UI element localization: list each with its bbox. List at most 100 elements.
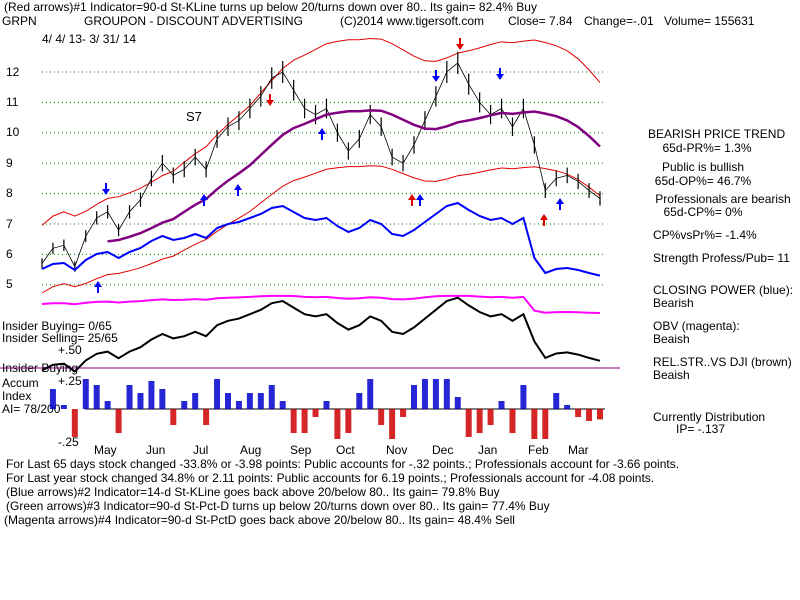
accum-plus50-label: +.50 xyxy=(58,343,82,357)
relstr-label: REL.STR..VS DJI (brown) xyxy=(653,355,792,369)
arrow-head xyxy=(408,194,416,200)
accum-bar xyxy=(465,409,472,437)
up-arrow-icon xyxy=(408,194,416,206)
arrow-head xyxy=(318,128,326,134)
accum-bar xyxy=(378,409,385,425)
accum-bar xyxy=(290,409,297,433)
price-line xyxy=(41,62,601,268)
accum-bar xyxy=(71,409,78,437)
price-tick: 7 xyxy=(6,217,13,231)
professionals-status: Professionals are bearish xyxy=(655,192,791,206)
accum-bar xyxy=(476,409,483,433)
accum-bar xyxy=(400,409,407,417)
lower-band-line xyxy=(41,165,601,294)
accum-minus25-label: -.25 xyxy=(58,435,79,449)
accum-bar xyxy=(235,401,242,409)
close-value: Close= 7.84 xyxy=(508,14,573,28)
up-arrow-icon xyxy=(94,281,102,293)
accum-bar xyxy=(93,385,100,409)
chart-title: GROUPON - DISCOUNT ADVERTISING xyxy=(84,14,303,28)
accum-bar xyxy=(334,409,341,439)
month-label: Sep xyxy=(290,443,312,457)
price-trend-title: BEARISH PRICE TREND xyxy=(648,127,786,141)
month-label: Aug xyxy=(240,443,262,457)
down-arrow-icon xyxy=(496,68,504,80)
down-arrow-icon xyxy=(266,94,274,106)
arrow-head xyxy=(94,281,102,287)
accum-bar xyxy=(356,393,363,409)
accum-bar xyxy=(246,393,253,409)
down-arrow-icon xyxy=(456,38,464,50)
accum-bar xyxy=(487,409,494,425)
accum-bar xyxy=(268,385,275,409)
pr-value: 65d-PR%= 1.3% xyxy=(662,141,752,155)
down-arrow-icon xyxy=(432,70,440,82)
accum-bar xyxy=(203,409,210,425)
relstr-status: Beaish xyxy=(653,368,690,382)
moving-average-line xyxy=(107,109,601,243)
month-label: Mar xyxy=(568,443,589,457)
obv-status: Beaish xyxy=(653,332,690,346)
arrow-head xyxy=(432,76,440,82)
envelope-bands xyxy=(41,37,601,294)
arrow-head xyxy=(102,189,110,195)
op-value: 65d-OP%= 46.7% xyxy=(654,174,752,188)
change-value: Change=-.01 xyxy=(584,14,654,28)
insider-buying-count: Insider Buying= 0/65 xyxy=(2,319,112,333)
signal-label-s7: S7 xyxy=(186,109,202,124)
up-arrow-icon xyxy=(556,198,564,210)
arrow-head xyxy=(556,198,564,204)
obv-line xyxy=(41,294,601,314)
month-label: Jul xyxy=(193,443,209,457)
public-status: Public is bullish xyxy=(661,160,745,174)
rel-strength-line xyxy=(41,296,601,373)
accum-bar xyxy=(181,401,188,409)
up-arrow-icon xyxy=(318,128,326,140)
signal-legend-magenta: (Magenta arrows)#4 Indicator=90-d St-Pct… xyxy=(4,513,515,527)
ticker-symbol: GRPN xyxy=(2,14,37,28)
accum-bar xyxy=(389,409,396,439)
index-label: Index xyxy=(2,389,32,403)
price-tick: 11 xyxy=(6,95,19,109)
arrow-head xyxy=(540,214,548,220)
arrow-head xyxy=(234,184,242,190)
accum-bar xyxy=(82,379,89,409)
accum-bar xyxy=(564,405,571,409)
price-tick: 6 xyxy=(6,247,13,261)
month-label: Jan xyxy=(478,443,498,457)
accum-bar xyxy=(148,381,155,409)
month-label: Dec xyxy=(432,443,454,457)
accum-bar xyxy=(586,409,593,421)
signal-legend-blue: (Blue arrows)#2 Indicator=14-d St-KLine … xyxy=(6,485,500,499)
price-tick: 12 xyxy=(6,65,20,79)
accum-bar xyxy=(498,401,505,409)
strength-value: Strength Profess/Pub= 11 xyxy=(653,251,790,265)
accum-bar xyxy=(531,409,538,439)
closing-power-status: Bearish xyxy=(653,296,694,310)
accum-bar xyxy=(301,409,308,433)
indicator-lines xyxy=(41,51,601,373)
accum-bar xyxy=(126,385,133,409)
accum-bar xyxy=(137,393,144,409)
footer-65day-change: For Last 65 days stock changed -33.8% or… xyxy=(6,457,680,471)
accum-bar xyxy=(345,409,352,433)
accum-bar xyxy=(542,409,549,439)
copyright: (C)2014 www.tigersoft.com xyxy=(340,14,485,28)
cp-value: 65d-CP%= 0% xyxy=(663,205,743,219)
accum-bar xyxy=(421,379,428,409)
up-arrow-icon xyxy=(234,184,242,196)
signal-arrows xyxy=(94,38,564,293)
footer-year-change: For Last year stock changed 34.8% or 2.1… xyxy=(6,471,655,485)
signal-legend-red: (Red arrows)#1 Indicator=90-d St-KLine t… xyxy=(4,0,537,14)
accum-bar xyxy=(159,389,166,409)
distribution-status: Currently Distribution xyxy=(653,410,766,424)
month-label: Oct xyxy=(336,443,355,457)
accum-bar xyxy=(192,393,199,409)
month-label: Feb xyxy=(528,443,549,457)
price-tick: 9 xyxy=(6,156,13,170)
accum-bar xyxy=(104,401,111,409)
accum-bar xyxy=(367,379,374,409)
accum-bar xyxy=(323,401,330,409)
ip-value: IP= -.137 xyxy=(676,422,726,436)
